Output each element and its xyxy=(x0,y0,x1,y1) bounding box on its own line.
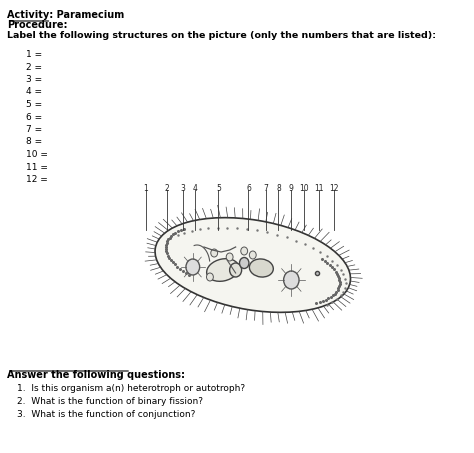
Text: 9: 9 xyxy=(289,184,294,193)
Ellipse shape xyxy=(186,259,200,275)
Text: 3: 3 xyxy=(180,184,185,193)
Ellipse shape xyxy=(229,263,242,277)
Ellipse shape xyxy=(241,247,247,255)
Ellipse shape xyxy=(207,259,239,281)
Ellipse shape xyxy=(211,249,218,257)
Text: 5: 5 xyxy=(216,184,221,193)
Text: 2.  What is the function of binary fission?: 2. What is the function of binary fissio… xyxy=(17,397,203,406)
Ellipse shape xyxy=(239,257,249,269)
Text: 8: 8 xyxy=(276,184,281,193)
Text: 6: 6 xyxy=(246,184,251,193)
Ellipse shape xyxy=(249,251,256,259)
Ellipse shape xyxy=(249,259,273,277)
Text: 7 =: 7 = xyxy=(26,125,42,134)
Text: 1: 1 xyxy=(143,184,148,193)
Text: Activity: Paramecium: Activity: Paramecium xyxy=(7,10,124,20)
Text: Label the following structures on the picture (only the numbers that are listed): Label the following structures on the pi… xyxy=(7,31,436,40)
Ellipse shape xyxy=(226,253,233,261)
Text: 3 =: 3 = xyxy=(26,75,42,84)
Ellipse shape xyxy=(155,217,350,313)
Text: 4 =: 4 = xyxy=(26,87,42,96)
Text: 5 =: 5 = xyxy=(26,100,42,109)
Text: 3.  What is the function of conjunction?: 3. What is the function of conjunction? xyxy=(17,410,195,419)
Text: 7: 7 xyxy=(263,184,268,193)
Text: 12 =: 12 = xyxy=(26,175,47,184)
Text: 10 =: 10 = xyxy=(26,150,47,159)
Text: 12: 12 xyxy=(329,184,339,193)
Ellipse shape xyxy=(207,273,213,281)
Text: 2 =: 2 = xyxy=(26,63,42,72)
Text: 6 =: 6 = xyxy=(26,112,42,121)
Text: 2: 2 xyxy=(164,184,170,193)
Text: 8 =: 8 = xyxy=(26,138,42,146)
Text: 4: 4 xyxy=(193,184,198,193)
Text: 10: 10 xyxy=(300,184,309,193)
Text: Answer the following questions:: Answer the following questions: xyxy=(7,370,185,380)
Ellipse shape xyxy=(283,271,299,289)
Text: 1 =: 1 = xyxy=(26,50,42,59)
Text: Procedure:: Procedure: xyxy=(7,20,67,30)
Text: 1.  Is this organism a(n) heterotroph or autotroph?: 1. Is this organism a(n) heterotroph or … xyxy=(17,384,245,393)
Text: 11 =: 11 = xyxy=(26,163,47,172)
Text: 11: 11 xyxy=(314,184,323,193)
